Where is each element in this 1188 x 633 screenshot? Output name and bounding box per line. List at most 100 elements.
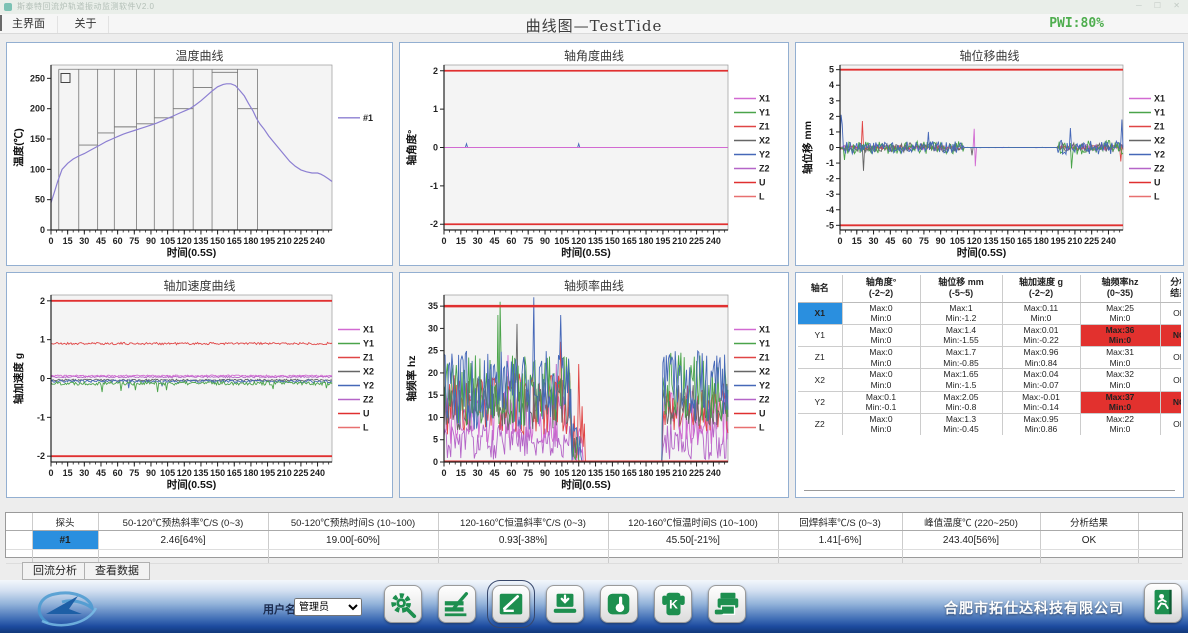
svg-text:30: 30: [473, 468, 483, 478]
probe-table-wrap: 探头 50-120℃预热斜率℃/S (0~3) 50-120℃预热时间S (10~1…: [5, 512, 1183, 564]
probe-value-cell: 0.93[-38%]: [437, 530, 608, 550]
svg-text:50: 50: [35, 195, 45, 205]
table-row[interactable]: Y2 Max:0.1 Min:-0.1 Max:2.05 Min:-0.8 Max:-0.…: [798, 390, 1181, 414]
save-data-icon[interactable]: [546, 585, 584, 623]
axis-table-header: 轴位移 mm (-5~5): [919, 275, 1002, 303]
svg-text:0: 0: [829, 143, 834, 153]
probe-table-header: 120-160℃恒温时间S (10~100): [607, 513, 778, 531]
svg-text:150: 150: [210, 468, 225, 478]
axis-value-cell: Max:31 Min:0: [1079, 345, 1160, 369]
svg-text:-1: -1: [430, 181, 438, 191]
axis-name-cell[interactable]: X1: [798, 301, 842, 325]
filler-header: [1137, 513, 1182, 531]
svg-text:135: 135: [193, 236, 208, 246]
svg-text:90: 90: [146, 468, 156, 478]
axis-value-cell: Max:36 Min:0: [1079, 323, 1160, 347]
svg-text:15: 15: [852, 236, 862, 246]
menu-item-about[interactable]: 关于: [62, 16, 110, 33]
exit-button[interactable]: [1144, 583, 1182, 623]
menu-item-main[interactable]: 主界面: [0, 16, 58, 33]
svg-text:L: L: [759, 423, 765, 433]
svg-text:180: 180: [639, 468, 654, 478]
svg-text:K: K: [669, 598, 678, 612]
svg-text:U: U: [759, 178, 766, 188]
axis-name-cell[interactable]: Y2: [798, 390, 842, 414]
username-select[interactable]: 管理员: [294, 598, 362, 616]
svg-text:X2: X2: [363, 367, 374, 377]
svg-text:195: 195: [260, 468, 275, 478]
manual-mode-icon[interactable]: [600, 585, 638, 623]
svg-text:Y1: Y1: [759, 339, 770, 349]
svg-text:45: 45: [885, 236, 895, 246]
svg-text:210: 210: [672, 468, 687, 478]
view-data-button[interactable]: 查看数据: [84, 562, 150, 580]
chart-title: 轴频率曲线: [563, 279, 624, 293]
svg-text:15: 15: [456, 236, 466, 246]
svg-text:135: 135: [588, 236, 603, 246]
table-row[interactable]: X1 Max:0 Min:0 Max:1 Min:-1.2 Max:0.11 Min:0 Ma…: [798, 301, 1181, 325]
svg-text:30: 30: [869, 236, 879, 246]
program-edit-icon[interactable]: [487, 580, 535, 628]
svg-text:X2: X2: [759, 367, 770, 377]
menubar-accent: [0, 15, 2, 31]
svg-text:210: 210: [1067, 236, 1082, 246]
svg-text:75: 75: [523, 236, 533, 246]
svg-text:25: 25: [428, 346, 438, 356]
axis-value-cell: Max:1.4 Min:-1.55: [919, 323, 1002, 347]
table-row[interactable]: Z2 Max:0 Min:0 Max:1.3 Min:-0.45 Max:0.95 Min:…: [798, 412, 1181, 435]
device-icon[interactable]: K: [654, 585, 692, 623]
table-row[interactable]: Z1 Max:0 Min:0 Max:1.7 Min:-0.85 Max:0.96 Min:…: [798, 345, 1181, 369]
svg-text:90: 90: [936, 236, 946, 246]
minimize-icon[interactable]: ─: [1135, 1, 1142, 10]
settings-icon[interactable]: [384, 585, 422, 623]
svg-text:120: 120: [177, 236, 192, 246]
svg-text:90: 90: [540, 468, 550, 478]
table-row[interactable]: X2 Max:0 Min:0 Max:1.65 Min:-1.5 Max:0.04 Min:…: [798, 368, 1181, 391]
axis-value-cell: Max:0.96 Min:0.84: [1001, 345, 1080, 369]
probe-name-cell[interactable]: #1: [31, 530, 98, 550]
empty-row: [6, 549, 1182, 564]
axis-name-cell[interactable]: X2: [798, 368, 842, 391]
svg-text:75: 75: [129, 468, 139, 478]
axis-value-cell: Max:0 Min:0: [841, 412, 920, 435]
axis-table-header: 分析结果: [1159, 275, 1181, 303]
table-row[interactable]: #1 2.46[64%] 19.00[-60%] 0.93[-38%] 45.50[-2…: [6, 530, 1182, 550]
menubar: 主界面 关于 曲线图—TestTide PWI:80%: [0, 14, 1188, 35]
svg-text:240: 240: [310, 468, 325, 478]
maximize-icon[interactable]: ☐: [1153, 1, 1162, 10]
svg-text:150: 150: [30, 134, 45, 144]
process-edit-icon[interactable]: [438, 585, 476, 623]
probe-table: 探头 50-120℃预热斜率℃/S (0~3) 50-120℃预热时间S (10~1…: [6, 513, 1182, 564]
analysis-result-cell: NG: [1159, 390, 1181, 414]
svg-text:120: 120: [571, 236, 586, 246]
svg-text:60: 60: [902, 236, 912, 246]
axis-value-cell: Max:37 Min:0: [1079, 390, 1160, 414]
probe-value-cell: 19.00[-60%]: [267, 530, 438, 550]
axis-name-cell[interactable]: Y1: [798, 323, 842, 347]
svg-text:L: L: [1154, 192, 1160, 202]
svg-text:45: 45: [490, 236, 500, 246]
svg-text:L: L: [363, 423, 369, 433]
horizontal-scrollbar[interactable]: [804, 490, 1175, 491]
probe-value-cell: 45.50[-21%]: [607, 530, 778, 550]
svg-text:195: 195: [655, 468, 670, 478]
svg-text:5: 5: [433, 435, 438, 445]
print-icon[interactable]: [708, 585, 746, 623]
svg-text:0: 0: [441, 236, 446, 246]
axis-angle-chart-panel: 轴角度曲线 -2 -1 0 1 2 0 15 30 45 60 75 90 105 120 135 150 16…: [399, 42, 789, 266]
probe-value-cell: OK: [1039, 530, 1138, 550]
axis-value-cell: Max:22 Min:0: [1079, 412, 1160, 435]
svg-text:210: 210: [672, 236, 687, 246]
close-icon[interactable]: ✕: [1173, 1, 1180, 10]
table-row[interactable]: Y1 Max:0 Min:0 Max:1.4 Min:-1.55 Max:0.01 Min:…: [798, 323, 1181, 347]
reflow-analysis-button[interactable]: 回流分析: [22, 562, 88, 580]
axis-acceleration-chart-panel: 轴加速度曲线 -2 -1 0 1 2 0 15 30 45 60 75 90 105 120 135 150 1…: [6, 272, 393, 498]
probe-table-header: 50-120℃预热时间S (10~100): [267, 513, 438, 531]
svg-text:Z2: Z2: [1154, 164, 1165, 174]
axis-name-cell[interactable]: Z2: [798, 412, 842, 435]
row-selector-header: [6, 513, 32, 531]
axis-name-cell[interactable]: Z1: [798, 345, 842, 369]
